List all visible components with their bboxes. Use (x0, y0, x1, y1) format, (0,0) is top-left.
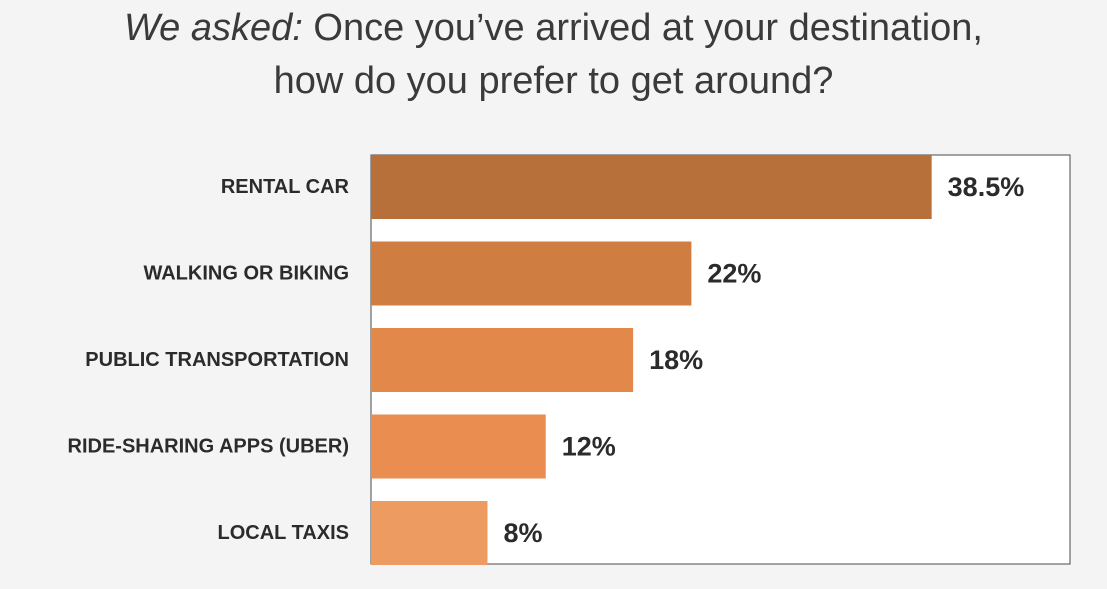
category-label-4: RIDE-SHARING APPS (UBER) (68, 436, 350, 458)
value-label-4: 12% (562, 432, 616, 462)
title-line-1: Once you’ve arrived at your destination, (313, 7, 983, 49)
value-label-3: 18% (649, 345, 703, 375)
bar-3 (371, 328, 634, 392)
value-label-1: 38.5% (948, 172, 1025, 202)
category-label-3: PUBLIC TRANSPORTATION (85, 349, 349, 371)
category-label-1: RENTAL CAR (221, 176, 350, 198)
bar-2 (371, 241, 692, 306)
chart-title: We asked: Once you’ve arrived at your de… (0, 2, 1107, 108)
bar-5 (371, 501, 488, 565)
category-label-5: LOCAL TAXIS (218, 522, 349, 544)
title-lead: We asked: (124, 7, 303, 49)
title-line-2: how do you prefer to get around? (273, 60, 834, 102)
value-label-2: 22% (707, 259, 761, 289)
value-label-5: 8% (504, 518, 543, 548)
bar-1 (371, 155, 932, 219)
bars-layer: RENTAL CAR 38.5% WALKING OR BIKING 22% PUBLI… (68, 155, 1025, 565)
category-label-2: WALKING OR BIKING (143, 263, 349, 285)
bar-4 (371, 414, 546, 479)
